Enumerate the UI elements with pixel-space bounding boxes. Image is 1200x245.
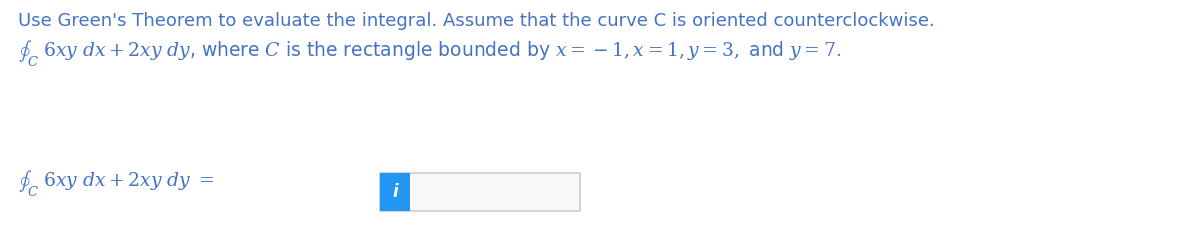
Text: $\oint_C$ $6xy\ \mathit{dx} + 2xy\ \mathit{dy}$, where $C$ is the rectangle boun: $\oint_C$ $6xy\ \mathit{dx} + 2xy\ \math… [18,38,841,68]
Text: Use Green's Theorem to evaluate the integral. Assume that the curve C is oriente: Use Green's Theorem to evaluate the inte… [18,12,935,30]
Text: $\oint_C$ $6xy\ \mathit{dx} + 2xy\ \mathit{dy}\ =$: $\oint_C$ $6xy\ \mathit{dx} + 2xy\ \math… [18,168,215,198]
Bar [380,173,580,211]
Text: i: i [392,183,398,201]
Bar [380,173,410,211]
